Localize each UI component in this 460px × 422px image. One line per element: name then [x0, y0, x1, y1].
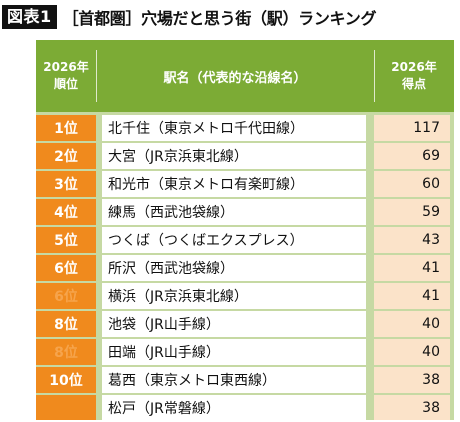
station-cell: つくば（つくばエクスプレス）	[102, 227, 366, 253]
rank-label: 順位	[53, 77, 78, 91]
station-cell: 北千住（東京メトロ千代田線）	[102, 115, 366, 141]
header-divider	[374, 50, 375, 102]
score-cell: 40	[374, 311, 450, 337]
score-cell: 59	[374, 199, 450, 225]
station-cell: 池袋（JR山手線）	[102, 311, 366, 337]
column-header-rank: 2026年 順位	[36, 40, 96, 112]
station-cell: 練馬（西武池袋線）	[102, 199, 366, 225]
rank-cell: 8位	[36, 339, 96, 365]
rank-cell: 10位	[36, 367, 96, 393]
score-cell: 60	[374, 171, 450, 197]
table-row: 松戸（JR常磐線） 38	[36, 395, 454, 420]
column-header-score: 2026年 得点	[374, 40, 454, 112]
rank-cell: 1位	[36, 115, 96, 141]
rank-year-label: 2026年	[43, 60, 89, 74]
rank-cell: 2位	[36, 143, 96, 169]
station-cell: 横浜（JR京浜東北線）	[102, 283, 366, 309]
station-cell: 松戸（JR常磐線）	[102, 395, 366, 420]
table-row: 2位 大宮（JR京浜東北線） 69	[36, 143, 454, 169]
table-row: 8位 田端（JR山手線） 40	[36, 339, 454, 365]
score-cell: 43	[374, 227, 450, 253]
score-year-label: 2026年	[391, 60, 437, 74]
table-row: 1位 北千住（東京メトロ千代田線） 117	[36, 115, 454, 141]
table-row: 3位 和光市（東京メトロ有楽町線） 60	[36, 171, 454, 197]
table-row: 4位 練馬（西武池袋線） 59	[36, 199, 454, 225]
rank-cell	[36, 395, 96, 420]
rank-cell: 5位	[36, 227, 96, 253]
rank-cell: 6位	[36, 283, 96, 309]
rank-cell: 4位	[36, 199, 96, 225]
rank-cell: 6位	[36, 255, 96, 281]
figure-header: 図表1 ［首都圏］穴場だと思う街（駅）ランキング	[2, 4, 376, 30]
figure-label: 図表1	[2, 5, 57, 29]
score-cell: 40	[374, 339, 450, 365]
ranking-table: 2026年 順位 駅名（代表的な沿線名） 2026年 得点 1位 北千住（東京メ…	[36, 40, 454, 420]
score-cell: 38	[374, 367, 450, 393]
score-label: 得点	[401, 77, 426, 91]
station-cell: 大宮（JR京浜東北線）	[102, 143, 366, 169]
table-row: 6位 横浜（JR京浜東北線） 41	[36, 283, 454, 309]
station-cell: 葛西（東京メトロ東西線）	[102, 367, 366, 393]
station-cell: 田端（JR山手線）	[102, 339, 366, 365]
table-row: 10位 葛西（東京メトロ東西線） 38	[36, 367, 454, 393]
rank-cell: 8位	[36, 311, 96, 337]
score-cell: 41	[374, 283, 450, 309]
table-header: 2026年 順位 駅名（代表的な沿線名） 2026年 得点	[36, 40, 454, 112]
score-cell: 69	[374, 143, 450, 169]
table-row: 8位 池袋（JR山手線） 40	[36, 311, 454, 337]
score-cell: 38	[374, 395, 450, 420]
header-divider	[96, 50, 97, 102]
figure-title: ［首都圏］穴場だと思う街（駅）ランキング	[62, 9, 377, 28]
score-cell: 41	[374, 255, 450, 281]
station-cell: 和光市（東京メトロ有楽町線）	[102, 171, 366, 197]
station-cell: 所沢（西武池袋線）	[102, 255, 366, 281]
score-cell: 117	[374, 115, 450, 141]
column-header-station: 駅名（代表的な沿線名）	[96, 40, 374, 112]
table-row: 5位 つくば（つくばエクスプレス） 43	[36, 227, 454, 253]
station-column-label: 駅名（代表的な沿線名）	[163, 70, 307, 86]
rank-cell: 3位	[36, 171, 96, 197]
table-row: 6位 所沢（西武池袋線） 41	[36, 255, 454, 281]
